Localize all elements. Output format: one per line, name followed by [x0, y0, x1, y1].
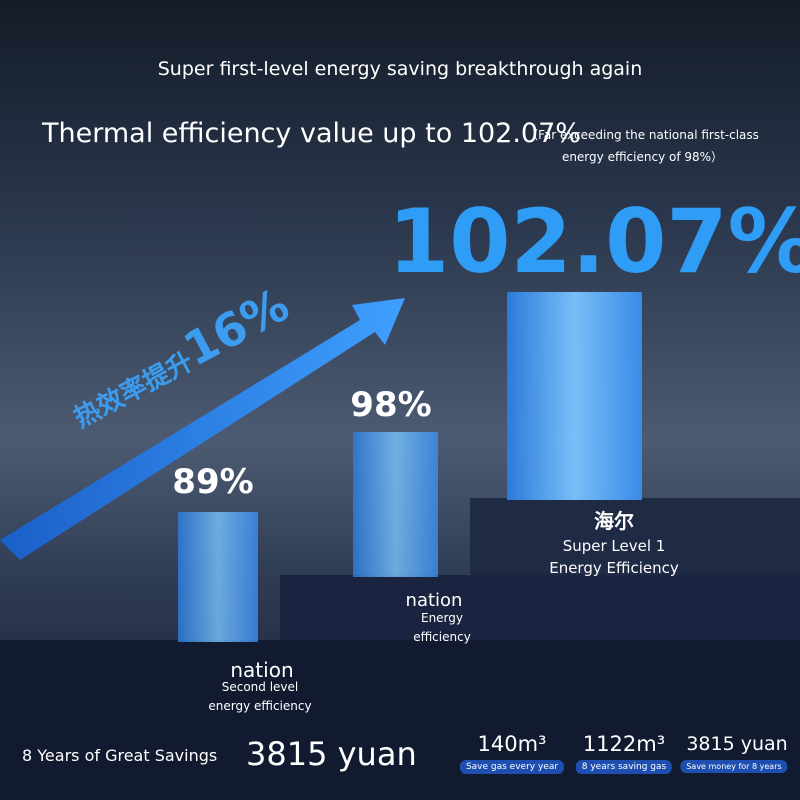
footer-total: 3815 yuan	[246, 735, 417, 773]
column-title: nation	[230, 658, 294, 682]
column	[178, 512, 258, 642]
stat-caption: Save gas every year	[459, 760, 565, 774]
stat-caption: Save money for 8 years	[680, 760, 788, 773]
stat-value: 140m³	[477, 732, 547, 756]
hero-value: 102.07%	[388, 190, 800, 293]
column-value: 89%	[172, 462, 254, 502]
column	[353, 432, 438, 577]
step	[0, 640, 800, 800]
stat-value: 3815 yuan	[686, 733, 788, 755]
note: （Far exceeding the national first-class …	[526, 128, 759, 164]
step	[280, 575, 800, 650]
column-title: nation	[405, 590, 463, 611]
stat-caption: 8 years saving gas	[575, 760, 673, 774]
title: Super first-level energy saving breakthr…	[157, 58, 643, 80]
brand: 海尔	[594, 509, 634, 533]
column-caption: Energy efficiency	[413, 611, 471, 644]
arrow	[0, 298, 405, 560]
column-value: 98%	[350, 385, 432, 425]
column-caption: Super Level 1 Energy Efficiency	[549, 537, 679, 577]
column-caption: Second level energy efficiency	[208, 680, 312, 713]
step	[470, 498, 800, 588]
headline: Thermal efficiency value up to 102.07%	[42, 118, 581, 149]
footer-label: 8 Years of Great Savings	[22, 746, 218, 765]
stat-value: 1122m³	[582, 732, 666, 756]
column	[507, 292, 642, 500]
